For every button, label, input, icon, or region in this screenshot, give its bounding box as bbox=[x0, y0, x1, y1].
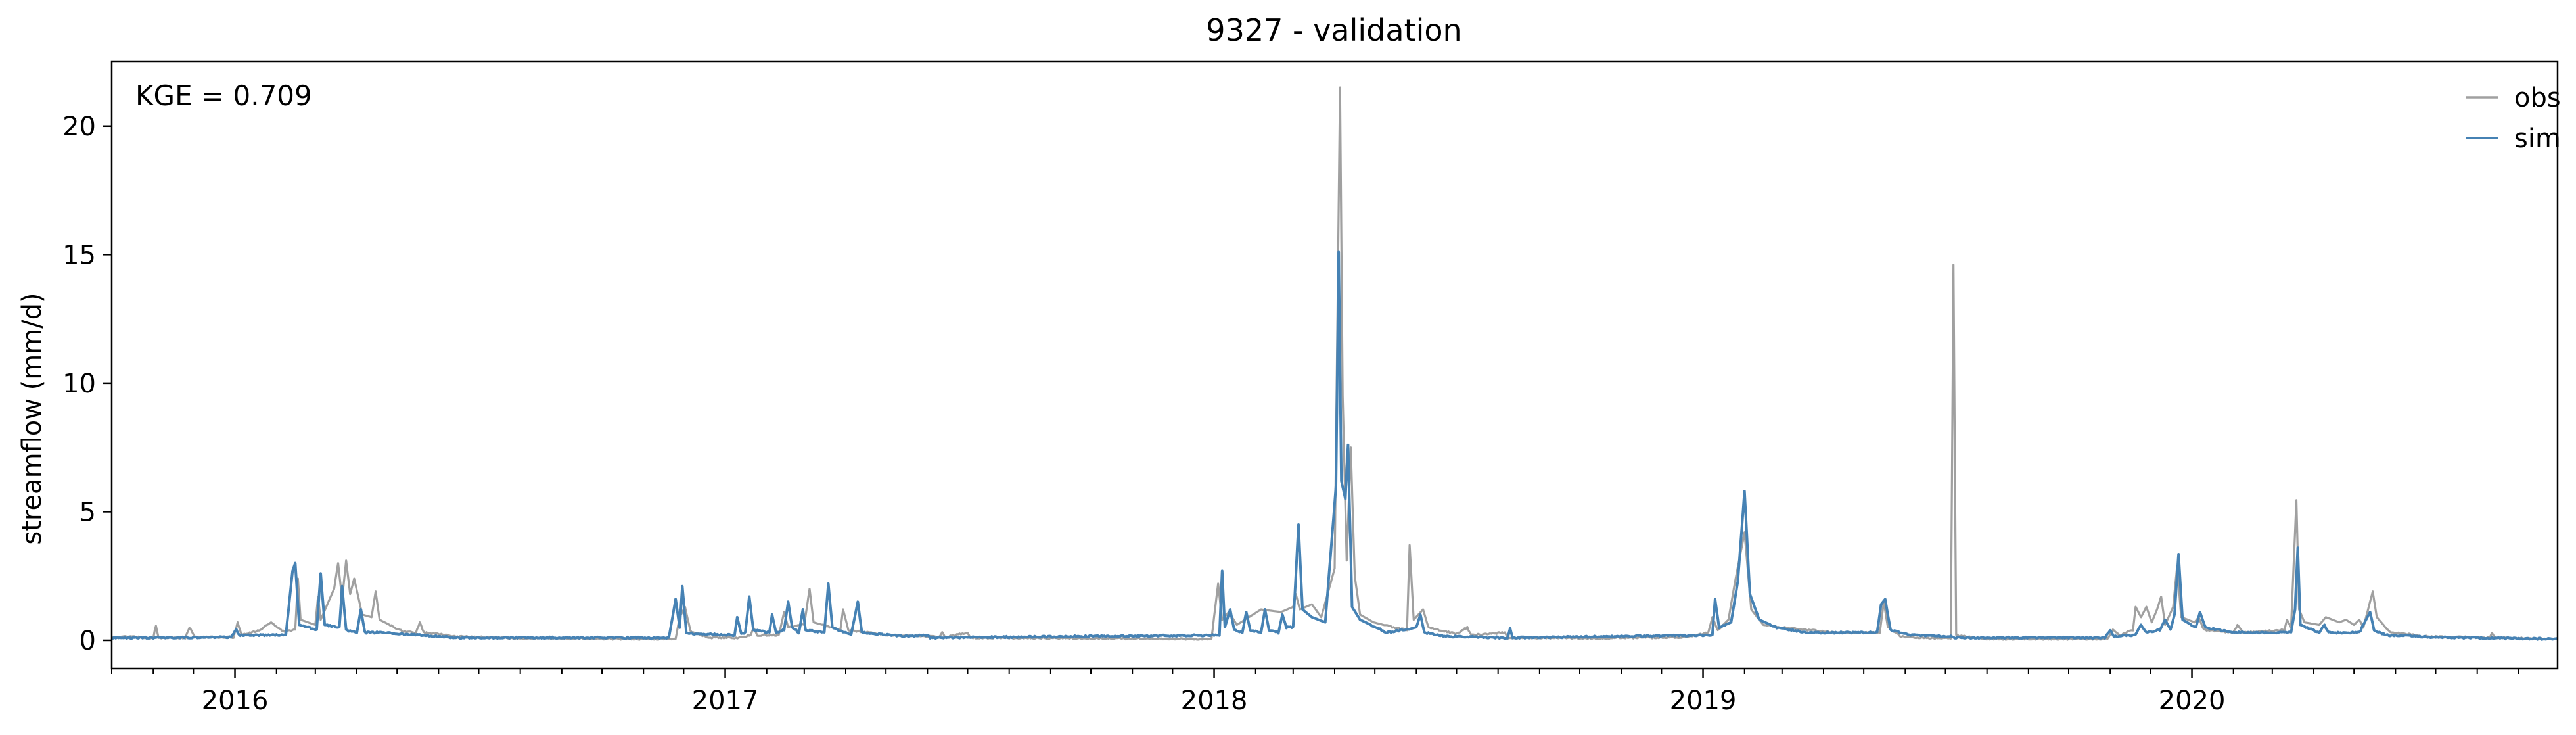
series-line-sim bbox=[112, 250, 2558, 641]
y-tick-label: 5 bbox=[80, 497, 96, 527]
series-layer bbox=[112, 86, 2558, 641]
y-tick-label: 0 bbox=[80, 626, 96, 656]
chart-title: 9327 - validation bbox=[1206, 12, 1461, 48]
y-tick-label: 20 bbox=[62, 112, 96, 142]
kge-annotation: KGE = 0.709 bbox=[135, 80, 312, 112]
y-tick-label: 15 bbox=[62, 240, 96, 270]
y-axis-label: streamflow (mm/d) bbox=[17, 293, 47, 544]
legend: obs sim bbox=[2466, 83, 2561, 154]
y-tick-label: 10 bbox=[62, 369, 96, 399]
y-axis-ticks: 0 5 10 15 20 bbox=[62, 112, 112, 656]
legend-obs-label: obs bbox=[2514, 83, 2561, 113]
x-tick-label: 2016 bbox=[202, 686, 269, 716]
x-tick-label: 2020 bbox=[2159, 686, 2226, 716]
x-tick-label: 2018 bbox=[1181, 686, 1248, 716]
x-axis-ticks: 2016 2017 2018 2019 2020 bbox=[111, 669, 2519, 716]
plot-frame bbox=[110, 60, 2559, 670]
legend-sim-label: sim bbox=[2514, 124, 2561, 154]
x-tick-label: 2019 bbox=[1670, 686, 1737, 716]
x-tick-label: 2017 bbox=[692, 686, 759, 716]
